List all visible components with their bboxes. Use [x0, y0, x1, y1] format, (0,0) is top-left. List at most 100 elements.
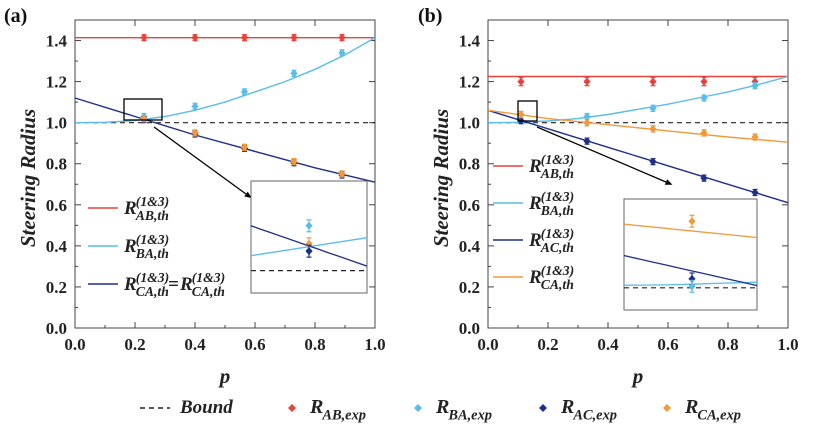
legend-label-2-symbol: R	[179, 274, 193, 295]
bottom-legend-marker-ba	[414, 404, 422, 412]
exp-point-ba	[191, 102, 199, 111]
inset-plot	[251, 219, 367, 272]
y-tick-label: 1.0	[459, 114, 480, 133]
x-tick-label: 0.6	[657, 335, 678, 354]
exp-point-ba	[240, 87, 249, 96]
bottom-legend-label-ac: R AC,exp	[560, 396, 617, 423]
exp-point-ba	[649, 104, 657, 113]
legend-item-ab: R (1&3)AB,th	[493, 152, 574, 181]
exp-point-ab	[338, 33, 346, 42]
exp-point-ab-marker	[191, 33, 199, 42]
exp-point-ac-marker	[583, 137, 591, 146]
exp-point-ab	[140, 33, 148, 42]
bottom-legend-marker-ab	[288, 404, 296, 412]
legend-label-symbol: R	[123, 274, 137, 295]
exp-point-ba-marker	[583, 112, 591, 121]
inset-point-ac	[305, 244, 313, 258]
inset-frame	[250, 180, 368, 294]
bottom-legend-marker-ac	[539, 404, 547, 412]
y-tick-label: 0.2	[459, 278, 480, 297]
legend-label: R (1&3)BA,th	[528, 189, 574, 218]
bottom-legend-label-ab-sub: AB,exp	[321, 407, 366, 423]
x-tick-label: 0.0	[477, 335, 498, 354]
legend-label-2-sup: (1&3)	[192, 270, 225, 286]
legend-item-ac: R (1&3)CA,th = R (1&3)CA,th	[88, 270, 225, 299]
inset-point-ca-marker	[688, 217, 696, 226]
x-tick-label: 0.4	[597, 335, 619, 354]
x-tick-label: 0.0	[64, 335, 85, 354]
exp-point-ba-marker	[751, 81, 759, 90]
y-tick-label: 0.6	[46, 196, 67, 215]
legend-label-sup: (1&3)	[541, 263, 574, 279]
legend-label-sup: (1&3)	[541, 152, 574, 168]
legend-label: R (1&3)BA,th	[123, 232, 169, 261]
exp-point-ab-marker	[583, 77, 591, 86]
x-tick-label: 0.6	[244, 335, 265, 354]
legend-label: R (1&3)AB,th	[123, 194, 169, 223]
bottom-legend-marker-ca	[663, 404, 671, 412]
panel-label: (b)	[418, 5, 442, 27]
inset-frame	[623, 198, 758, 311]
y-tick-label: 1.4	[459, 32, 481, 51]
theory-line-ca	[487, 109, 789, 143]
x-axis-label: p	[218, 364, 231, 388]
y-axis-label: Steering Radius	[429, 109, 453, 247]
exp-point-ab-marker	[517, 77, 525, 86]
exp-point-ab-marker	[290, 33, 298, 42]
exp-point-ca-marker	[290, 157, 298, 166]
inset	[623, 198, 758, 311]
legend-label: R (1&3)AB,th	[528, 152, 574, 181]
exp-point-ab	[290, 33, 298, 42]
legend-item-ab: R (1&3)AB,th	[88, 194, 169, 223]
y-tick-label: 1.2	[46, 73, 67, 92]
exp-point-ac	[700, 174, 708, 183]
inset-point-ba	[305, 219, 313, 233]
y-tick-label: 0.8	[459, 155, 480, 174]
legend-item-ba: R (1&3)BA,th	[493, 189, 574, 218]
exp-point-ab	[517, 76, 525, 87]
exp-point-ac	[583, 137, 591, 146]
legend-label-symbol: R	[528, 193, 542, 214]
exp-point-ca-marker	[649, 124, 657, 133]
inset-point-ba	[688, 279, 696, 293]
zoom-box	[517, 100, 538, 122]
y-tick-label: 0.8	[46, 155, 67, 174]
x-tick-label: 0.2	[124, 335, 145, 354]
x-tick-label: 1.0	[364, 335, 385, 354]
exp-point-ab	[700, 76, 708, 87]
legend-label-2-sub: CA,th	[192, 284, 225, 299]
exp-point-ab	[649, 76, 657, 87]
x-tick-label: 1.0	[777, 335, 798, 354]
exp-point-ab	[191, 33, 199, 42]
zoom-box	[123, 98, 163, 121]
legend-label-sub: AB,th	[135, 208, 169, 223]
legend-label: R (1&3)AC,th	[528, 226, 574, 255]
y-tick-label: 0.0	[459, 319, 480, 338]
exp-point-ba-marker	[240, 87, 249, 96]
exp-point-ac-marker	[751, 188, 759, 197]
legend-label-symbol: R	[528, 156, 542, 177]
inset	[250, 180, 368, 294]
legend-label-symbol: R	[123, 198, 137, 219]
exp-point-ca-marker	[338, 170, 346, 178]
exp-point-ca	[191, 128, 199, 137]
bottom-legend-label-ac-sub: AC,exp	[572, 407, 617, 423]
bottom-legend-bound-label: Bound	[179, 397, 233, 418]
exp-point-ab-marker	[751, 77, 759, 86]
x-tick-label: 0.8	[304, 335, 325, 354]
exp-point-ab-marker	[700, 77, 708, 86]
inset-point-ac-marker	[305, 247, 313, 256]
x-axis-label: p	[631, 364, 644, 388]
legend-equals: =	[168, 274, 179, 295]
exp-point-ca-marker	[751, 133, 759, 142]
legend-label-sub: BA,th	[135, 246, 169, 261]
legend-label-symbol: R	[528, 230, 542, 251]
exp-point-ac-marker	[700, 174, 708, 183]
inset-point-ba-marker	[688, 282, 696, 291]
legend-label: R (1&3)CA,th	[528, 263, 574, 292]
y-axis-label: Steering Radius	[16, 109, 40, 247]
exp-point-ba	[290, 69, 298, 78]
legend-label-symbol: R	[123, 236, 137, 257]
legend-label-sup: (1&3)	[136, 194, 169, 210]
theory-line-ac	[487, 109, 789, 204]
